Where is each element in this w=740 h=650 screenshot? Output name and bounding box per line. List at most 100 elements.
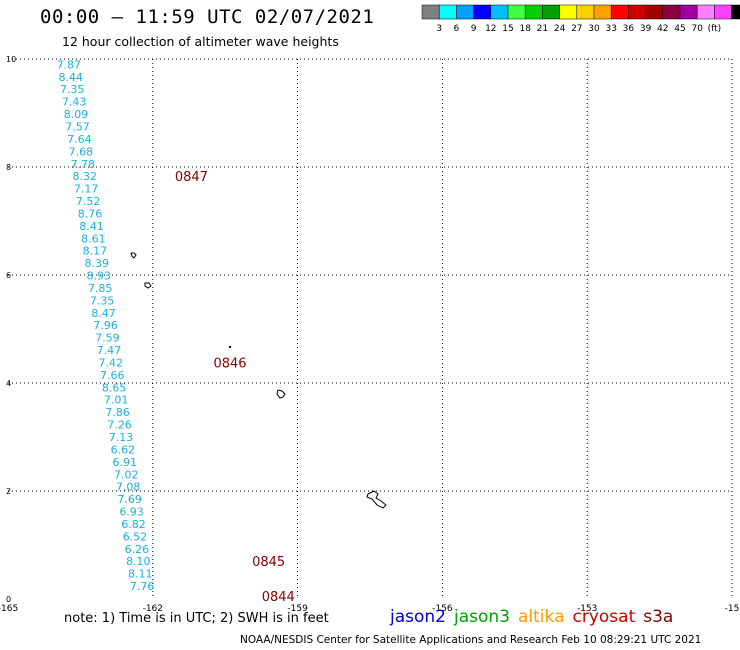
wave-height-label: 6.91 [113, 456, 138, 469]
colorbar-label: 3 [436, 24, 442, 34]
colorbar-swatch [490, 4, 509, 20]
wave-height-label: 7.13 [109, 431, 134, 444]
colorbar-swatch [662, 4, 681, 20]
colorbar-swatch [456, 4, 474, 20]
wave-height-label: 8.17 [83, 245, 108, 258]
wave-height-label: 7.85 [88, 282, 113, 295]
colorbar-label: 9 [471, 24, 477, 34]
wave-height-label: 7.43 [62, 96, 87, 109]
wave-height-label: 7.69 [117, 493, 142, 506]
grid-lines [8, 58, 733, 599]
colorbar-label: 6 [454, 24, 460, 34]
colorbar-swatch [593, 4, 612, 20]
colorbar-swatch [559, 4, 578, 20]
satellite-legend-jason2: jason2 [390, 607, 446, 627]
wave-height-label: 7.78 [71, 158, 96, 171]
wave-height-label: 7.96 [93, 319, 118, 332]
footer-credit: NOAA/NESDIS Center for Satellite Applica… [240, 634, 702, 646]
satellite-legend-s3a: s3a [643, 607, 674, 627]
wave-height-label: 7.86 [105, 406, 130, 419]
colorbar-swatch [731, 4, 740, 20]
pass-time-label: 0845 [252, 555, 285, 570]
wave-height-label: 7.02 [114, 468, 139, 481]
wave-height-label: 6.52 [123, 530, 148, 543]
colorbar-label: 33 [605, 24, 616, 34]
y-tick-label: 0 [6, 595, 11, 604]
island-hawaii [366, 490, 387, 509]
wave-height-label: 7.26 [107, 419, 132, 432]
colorbar-label: 30 [588, 24, 600, 34]
wave-height-label: 7.47 [97, 344, 122, 357]
wave-height-label: 7.57 [65, 121, 90, 134]
colorbar-label: 42 [657, 24, 668, 34]
wave-height-label: 7.01 [104, 394, 129, 407]
wave-height-label: 6.62 [111, 443, 136, 456]
y-tick-label: 10 [6, 55, 16, 64]
colorbar-swatch [679, 4, 698, 20]
x-tick-label: -156 [432, 604, 453, 614]
axis-tick-labels: -165 -162 -159 -156 -153 -15 0 2 4 6 8 10 [0, 55, 739, 614]
satellite-legend-jason3: jason3 [454, 607, 510, 627]
wave-height-label: 8.47 [91, 307, 116, 320]
chart-title: 00:00 – 11:59 UTC 02/07/2021 [40, 6, 375, 28]
wave-height-label: 8.41 [79, 220, 104, 233]
y-tick-label: 4 [6, 379, 11, 388]
pass-time-label: 0847 [175, 170, 208, 185]
colorbar-swatch [628, 4, 646, 20]
colorbar-swatch [421, 4, 440, 20]
wave-height-label: 7.42 [99, 356, 124, 369]
colorbar-label: 24 [554, 24, 566, 34]
satellite-legend-cryosat: cryosat [572, 607, 636, 627]
pass-time-label: 0844 [262, 590, 295, 605]
colorbar-label: 36 [623, 24, 635, 34]
x-tick-label: -153 [577, 604, 597, 614]
wave-height-label: 8.11 [128, 568, 153, 581]
wave-height-label: 7.52 [76, 195, 101, 208]
colorbar-label: 21 [537, 24, 548, 34]
wave-height-label: 7.76 [130, 580, 155, 593]
colorbar-swatch [714, 4, 732, 20]
satellite-legend-altika: altika [518, 607, 565, 627]
x-tick-label: -159 [287, 604, 308, 614]
y-tick-label: 8 [6, 163, 11, 172]
y-tick-label: 6 [6, 271, 11, 280]
wave-height-label: 8.93 [86, 270, 111, 283]
colorbar-label: (ft) [708, 24, 722, 34]
wave-height-label: 8.39 [85, 257, 110, 270]
satellite-legend: jason2 jason3 altika cryosat s3a [390, 607, 681, 627]
colorbar-label: 15 [502, 24, 513, 34]
wave-height-label: 8.76 [78, 207, 103, 220]
island-oahu [276, 389, 286, 399]
wave-height-label: 8.32 [72, 170, 97, 183]
x-tick-label: -165 [0, 604, 18, 614]
x-tick-label: -15 [725, 604, 740, 614]
wave-height-label: 7.59 [95, 332, 120, 345]
wave-height-label: 7.66 [100, 369, 125, 382]
colorbar-swatch [438, 4, 457, 20]
chart-subtitle: 12 hour collection of altimeter wave hei… [62, 34, 339, 49]
islands [130, 252, 387, 509]
footer-note: note: 1) Time is in UTC; 2) SWH is in fe… [64, 611, 329, 626]
wave-height-label: 7.68 [69, 145, 94, 158]
island-speck [229, 346, 231, 348]
wave-height-label: 6.93 [119, 506, 144, 519]
wave-height-label: 7.35 [60, 83, 85, 96]
colorbar-label: 18 [519, 24, 531, 34]
wave-height-label: 7.64 [67, 133, 92, 146]
colorbar-swatch [473, 4, 492, 20]
colorbar-label: 27 [571, 24, 582, 34]
wave-height-label: 8.44 [58, 71, 83, 84]
colorbar-label: 39 [640, 24, 652, 34]
colorbar-swatch [524, 4, 543, 20]
y-tick-label: 2 [6, 487, 11, 496]
colorbar-label: 70 [691, 24, 703, 34]
wave-height-label: 8.61 [81, 232, 106, 245]
wave-height-label: 7.17 [74, 183, 99, 196]
wave-height-label: 7.87 [57, 58, 82, 71]
colorbar-label: 45 [674, 24, 685, 34]
colorbar-swatch [645, 4, 664, 20]
colorbar-swatch [507, 4, 526, 20]
wave-height-label: 6.82 [121, 518, 146, 531]
x-tick-label: -162 [143, 604, 163, 614]
